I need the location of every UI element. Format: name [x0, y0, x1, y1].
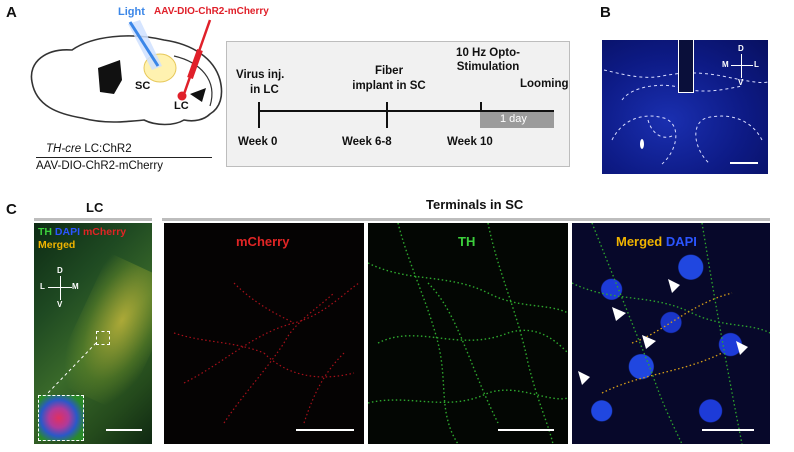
cerebellum-outline [173, 55, 213, 107]
event-opto-stim: 10 Hz Opto- Stimulation [456, 47, 520, 73]
merged-title: Merged DAPI [616, 234, 697, 249]
genotype-divider [36, 157, 212, 158]
timeline-axis [258, 110, 554, 112]
day-bar [480, 112, 554, 128]
merged-fibers [572, 223, 770, 444]
day-label: 1 day [500, 113, 527, 125]
scale-bar [730, 162, 758, 164]
arrowhead-2 [612, 307, 626, 321]
lc-title-rule [34, 218, 152, 221]
tick-week6 [386, 102, 388, 128]
lc-scale-bar [106, 429, 142, 431]
week-0-label: Week 0 [238, 136, 278, 148]
panel-label-a: A [6, 4, 17, 21]
lc-zoom-box [96, 331, 110, 345]
mcherry-fibers [173, 282, 360, 424]
th-title: TH [458, 234, 476, 249]
panel-label-b: B [600, 4, 611, 21]
pons-black-region [190, 88, 206, 102]
arrowhead-5 [578, 371, 590, 385]
virus-label: AAV-DIO-ChR2-mCherry [154, 6, 269, 17]
week-6-8-label: Week 6-8 [342, 136, 392, 148]
event-virus-inj: Virus inj. in LC [236, 69, 285, 96]
fiber-track [678, 40, 694, 93]
arrowheads [578, 279, 748, 385]
tick-week0 [258, 102, 260, 128]
panel-label-c: C [6, 201, 17, 218]
terminals-title-rule [162, 218, 770, 221]
mcherry-image [164, 223, 364, 444]
mcherry-scale-bar [296, 429, 354, 431]
arrowhead-4 [736, 341, 748, 355]
genotype-virus-label: AAV-DIO-ChR2-mCherry [36, 160, 163, 172]
terminals-title: Terminals in SC [426, 197, 524, 212]
brain-outline [30, 35, 223, 126]
lc-channel-legend: TH DAPI mCherry Merged [38, 226, 127, 251]
optic-fiber [128, 21, 160, 67]
arrowhead-1 [668, 279, 680, 293]
arrowhead-3 [642, 335, 656, 349]
lc-compass: D V L M [40, 266, 79, 309]
event-fiber-implant: Fiber implant in SC [352, 65, 426, 92]
coronal-section-image [602, 40, 768, 174]
mcherry-title: mCherry [236, 234, 290, 249]
lc-histology-image [34, 223, 152, 444]
th-fibers [368, 223, 568, 444]
lc-title: LC [86, 200, 104, 215]
sc-outline-overlay [603, 69, 768, 165]
th-image [368, 223, 568, 444]
light-label: Light [118, 6, 145, 18]
genotype-label: TH-cre LC:ChR2 [46, 143, 132, 155]
brain-sagittal-diagram [30, 19, 223, 126]
week-10-label: Week 10 [447, 136, 493, 148]
sc-label: SC [135, 80, 151, 92]
brain-black-region [98, 60, 122, 94]
compass-dv-ml: D V M L [722, 44, 759, 87]
merged-image [572, 223, 770, 444]
lc-inset [38, 395, 84, 441]
lc-label: LC [174, 100, 189, 112]
virus-syringe-barrel [187, 48, 203, 80]
event-looming: Looming [520, 78, 569, 90]
merged-scale-bar [702, 429, 754, 431]
th-scale-bar [498, 429, 554, 431]
timeline-box [226, 41, 570, 167]
